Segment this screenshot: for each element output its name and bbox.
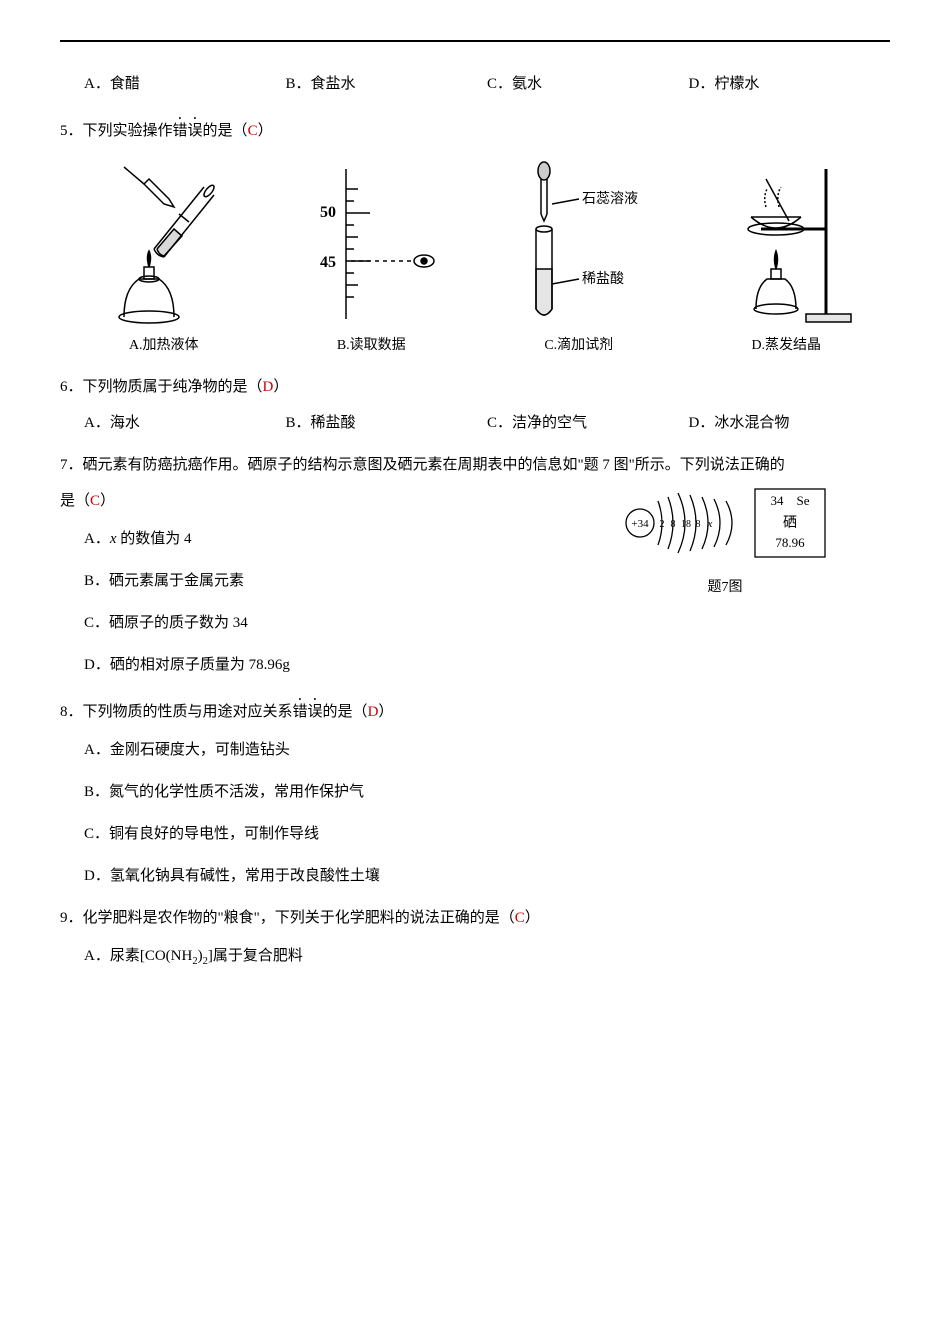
q5-caption-d: D.蒸发结晶 xyxy=(683,335,891,357)
q5-caption-a: A.加热液体 xyxy=(60,335,268,357)
scale-45-label: 45 xyxy=(320,254,336,271)
q8-stem-post: 的是（ xyxy=(323,704,368,720)
q8-option-a: A．金刚石硬度大，可制造钻头 xyxy=(60,738,890,762)
q5-stem: 5．下列实验操作错误的是（C） xyxy=(60,114,890,143)
q9-option-a: A．尿素[CO(NH2)2]属于复合肥料 xyxy=(60,944,890,971)
q8-stem: 8．下列物质的性质与用途对应关系错误的是（D） xyxy=(60,695,890,724)
shell-4: 8 xyxy=(696,519,701,530)
q4-option-c: C．氨水 xyxy=(487,72,689,96)
q5: 5．下列实验操作错误的是（C） xyxy=(60,114,890,357)
shell-5: x xyxy=(707,518,713,530)
q7-stem-line2-pre: 是（ xyxy=(60,493,90,509)
q4-option-b: B．食盐水 xyxy=(286,72,488,96)
q7-option-a-post: 的数值为 4 xyxy=(117,531,192,547)
litmus-label: 石蕊溶液 xyxy=(582,191,638,207)
q8-stem-close: ） xyxy=(378,704,393,720)
nucleus-label: +34 xyxy=(631,518,649,530)
q6-number: 6． xyxy=(60,379,83,395)
q5-figure-b: 50 45 B.读取数据 xyxy=(268,159,476,357)
q8-stem-pre: 下列物质的性质与用途对应关系 xyxy=(83,704,293,720)
q7-option-c: C．硒原子的质子数为 34 xyxy=(60,611,890,635)
q5-caption-b: B.读取数据 xyxy=(268,335,476,357)
q7-option-d: D．硒的相对原子质量为 78.96g xyxy=(60,653,890,677)
q4-option-a: A．食醋 xyxy=(84,72,286,96)
q7-stem: 7．硒元素有防癌抗癌作用。硒原子的结构示意图及硒元素在周期表中的信息如"题 7 … xyxy=(60,453,890,477)
dropper-icon: 石蕊溶液 稀盐酸 xyxy=(494,159,664,329)
shell-3: 18 xyxy=(681,519,691,530)
q9-answer: C xyxy=(515,910,525,926)
q7-figure: +34 2 8 18 8 x 34 Se 硒 78.96 题7图 xyxy=(620,483,830,599)
q7-answer: C xyxy=(90,493,100,509)
q6-stem-text: 下列物质属于纯净物的是（ xyxy=(83,379,263,395)
q7-stem-line1: 硒元素有防癌抗癌作用。硒原子的结构示意图及硒元素在周期表中的信息如"题 7 图"… xyxy=(83,457,785,473)
q6-option-b: B．稀盐酸 xyxy=(286,411,488,435)
q6: 6．下列物质属于纯净物的是（D） A．海水 B．稀盐酸 C．洁净的空气 D．冰水… xyxy=(60,375,890,435)
q8-option-b: B．氮气的化学性质不活泼，常用作保护气 xyxy=(60,780,890,804)
q9-number: 9． xyxy=(60,910,83,926)
q9-stem: 9．化学肥料是农作物的"粮食"，下列关于化学肥料的说法正确的是（C） xyxy=(60,906,890,930)
element-top: 34 Se xyxy=(770,493,809,508)
q7: 7．硒元素有防癌抗癌作用。硒原子的结构示意图及硒元素在周期表中的信息如"题 7 … xyxy=(60,453,890,677)
q5-figures-row: A.加热液体 xyxy=(60,159,890,357)
q9-stem-close: ） xyxy=(525,910,540,926)
q5-figure-a: A.加热液体 xyxy=(60,159,268,357)
q8-number: 8． xyxy=(60,704,83,720)
q7-option-a-var: x xyxy=(110,531,117,547)
q5-stem-close: ） xyxy=(258,123,273,139)
q6-answer: D xyxy=(263,379,274,395)
q8: 8．下列物质的性质与用途对应关系错误的是（D） A．金刚石硬度大，可制造钻头 B… xyxy=(60,695,890,888)
read-scale-icon: 50 45 xyxy=(296,159,446,329)
q7-number: 7． xyxy=(60,457,83,473)
evaporation-icon xyxy=(711,159,861,329)
q7-option-a-pre: A． xyxy=(84,531,110,547)
page-top-rule xyxy=(60,40,890,42)
q5-number: 5． xyxy=(60,123,83,139)
q9-option-a-pre: A．尿素[CO(NH xyxy=(84,948,192,964)
q6-option-d: D．冰水混合物 xyxy=(689,411,891,435)
q5-answer: C xyxy=(248,123,258,139)
shell-2: 8 xyxy=(671,519,676,530)
q4-options: A．食醋 B．食盐水 C．氨水 D．柠檬水 xyxy=(60,72,890,96)
dilute-hcl-label: 稀盐酸 xyxy=(582,271,624,287)
heating-liquid-icon xyxy=(94,159,234,329)
q5-stem-emph: 错误 xyxy=(173,123,203,139)
q6-stem-close: ） xyxy=(273,379,288,395)
q8-stem-emph: 错误 xyxy=(293,704,323,720)
q6-option-a: A．海水 xyxy=(84,411,286,435)
q6-stem: 6．下列物质属于纯净物的是（D） xyxy=(60,375,890,399)
q4-option-d: D．柠檬水 xyxy=(689,72,891,96)
q9: 9．化学肥料是农作物的"粮食"，下列关于化学肥料的说法正确的是（C） A．尿素[… xyxy=(60,906,890,971)
q7-figure-caption: 题7图 xyxy=(620,577,830,599)
element-name: 硒 xyxy=(783,516,797,531)
q5-stem-pre: 下列实验操作 xyxy=(83,123,173,139)
shell-1: 2 xyxy=(660,519,665,530)
q5-caption-c: C.滴加试剂 xyxy=(475,335,683,357)
q8-option-d: D．氢氧化钠具有碱性，常用于改良酸性土壤 xyxy=(60,864,890,888)
q9-option-a-post: ]属于复合肥料 xyxy=(208,948,303,964)
q5-figure-c: 石蕊溶液 稀盐酸 C.滴加试剂 xyxy=(475,159,683,357)
q5-stem-post: 的是（ xyxy=(203,123,248,139)
q9-stem-text: 化学肥料是农作物的"粮食"，下列关于化学肥料的说法正确的是（ xyxy=(83,910,515,926)
element-mass: 78.96 xyxy=(775,535,805,550)
q6-option-c: C．洁净的空气 xyxy=(487,411,689,435)
selenium-atom-and-box-icon: +34 2 8 18 8 x 34 Se 硒 78.96 xyxy=(620,483,830,563)
q7-stem-close: ） xyxy=(100,493,115,509)
q8-answer: D xyxy=(368,704,379,720)
q8-option-c: C．铜有良好的导电性，可制作导线 xyxy=(60,822,890,846)
scale-50-label: 50 xyxy=(320,204,336,221)
q5-figure-d: D.蒸发结晶 xyxy=(683,159,891,357)
